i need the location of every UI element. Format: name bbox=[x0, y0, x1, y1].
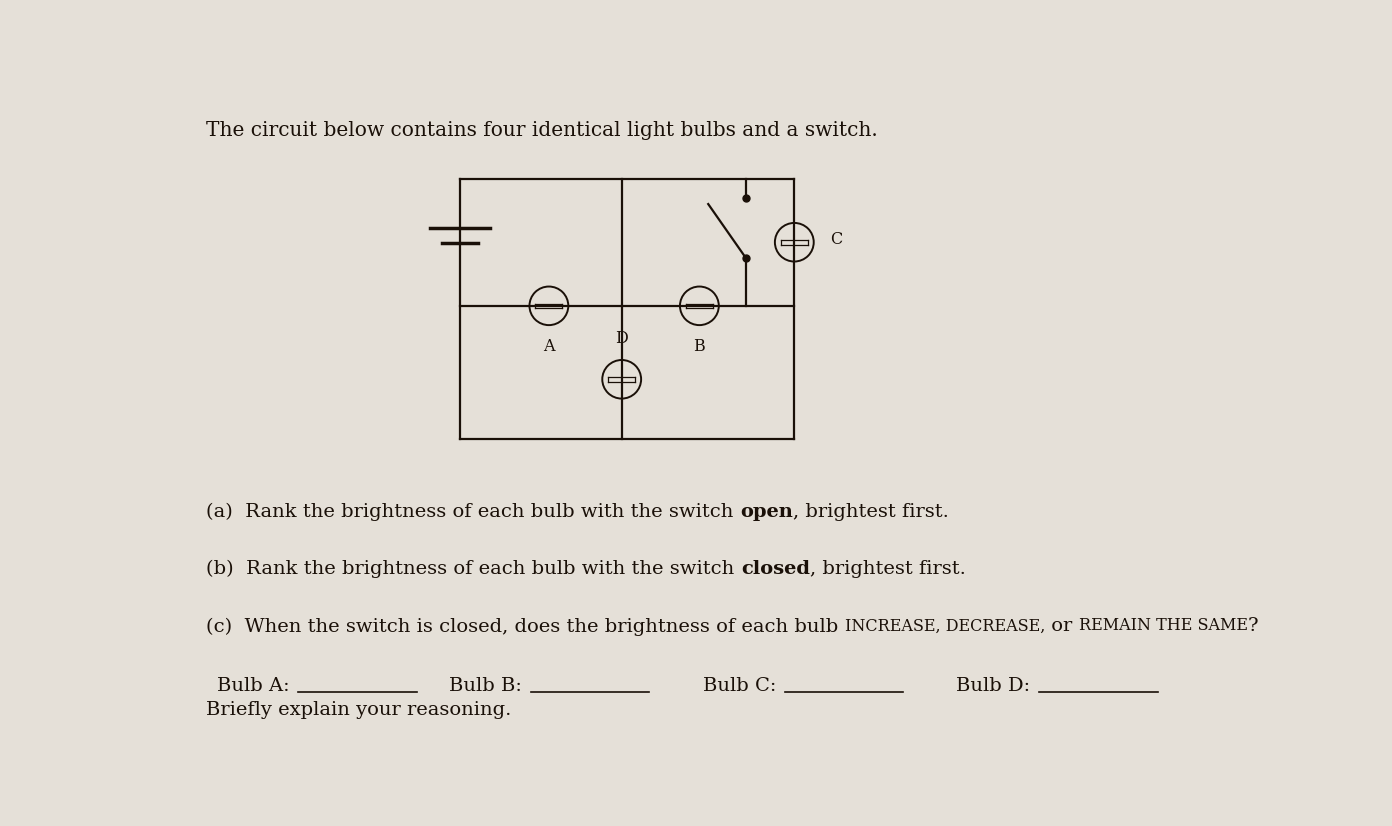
Text: (a)  Rank the brightness of each bulb with the switch: (a) Rank the brightness of each bulb wit… bbox=[206, 503, 741, 521]
Text: The circuit below contains four identical light bulbs and a switch.: The circuit below contains four identica… bbox=[206, 121, 878, 140]
Text: C: C bbox=[830, 230, 842, 248]
Text: closed: closed bbox=[741, 560, 810, 578]
Text: A: A bbox=[543, 338, 554, 355]
Text: (b)  Rank the brightness of each bulb with the switch: (b) Rank the brightness of each bulb wit… bbox=[206, 560, 741, 578]
Text: Bulb A:: Bulb A: bbox=[217, 676, 290, 695]
Text: B: B bbox=[693, 338, 706, 355]
Text: Bulb B:: Bulb B: bbox=[450, 676, 522, 695]
Text: , brightest first.: , brightest first. bbox=[810, 560, 966, 578]
Text: , brightest first.: , brightest first. bbox=[793, 503, 949, 521]
Text: REMAIN THE SAME: REMAIN THE SAME bbox=[1079, 618, 1247, 634]
Text: Bulb C:: Bulb C: bbox=[703, 676, 775, 695]
Text: or: or bbox=[1045, 618, 1079, 635]
Text: Briefly explain your reasoning.: Briefly explain your reasoning. bbox=[206, 701, 512, 719]
Text: ?: ? bbox=[1247, 618, 1258, 635]
Text: Bulb D:: Bulb D: bbox=[956, 676, 1030, 695]
Text: INCREASE, DECREASE,: INCREASE, DECREASE, bbox=[845, 618, 1045, 634]
Text: D: D bbox=[615, 330, 628, 347]
Text: open: open bbox=[741, 503, 793, 521]
Text: (c)  When the switch is closed, does the brightness of each bulb: (c) When the switch is closed, does the … bbox=[206, 618, 845, 636]
